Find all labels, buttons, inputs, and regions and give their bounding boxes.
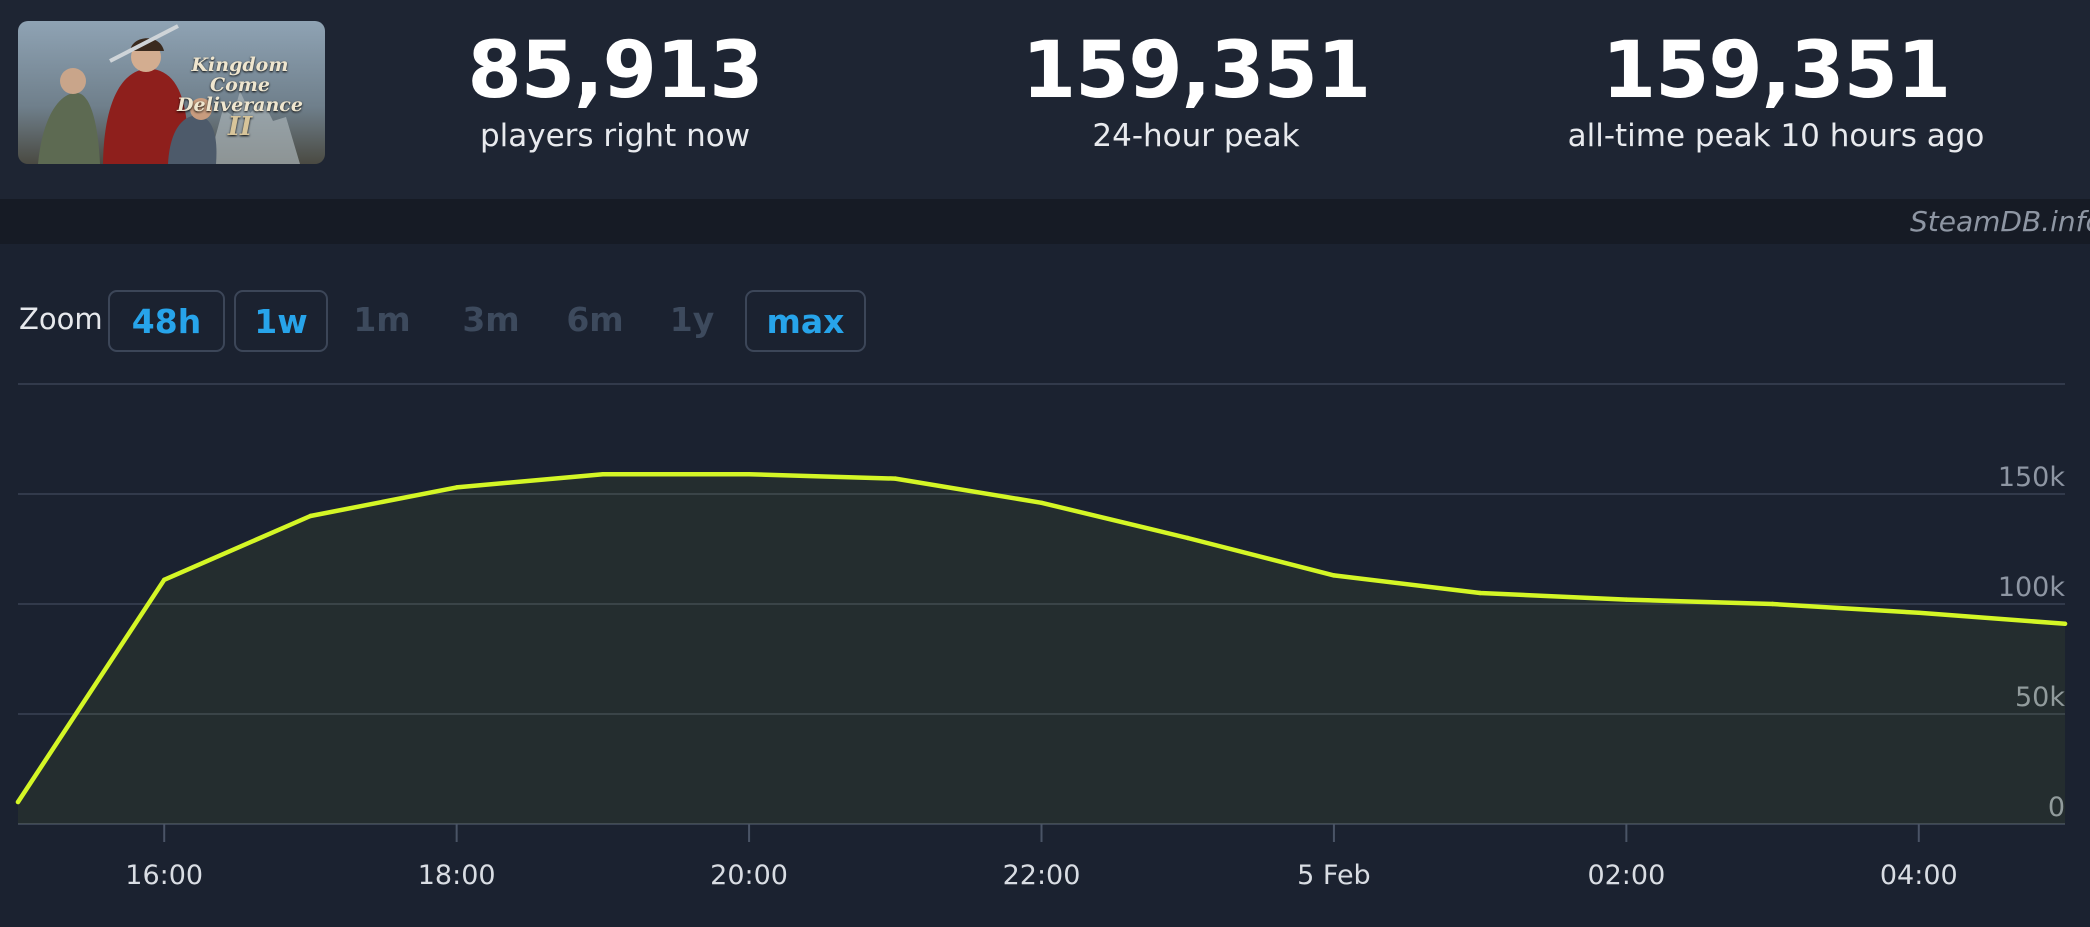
y-tick-label: 50k bbox=[2015, 682, 2065, 713]
data-point bbox=[2062, 621, 2068, 626]
x-tick-label: 18:00 bbox=[418, 860, 496, 891]
stats-header: Kingdom Come Deliverance II 85,913 playe… bbox=[0, 0, 2090, 199]
player-count-chart: 0 50k 100k 150k 16:00 18:00 20:00 22:00 5 Feb 02:… bbox=[15, 383, 2068, 891]
y-tick-label: 100k bbox=[1998, 572, 2066, 603]
stat-value: 159,351 bbox=[1021, 26, 1371, 116]
data-point bbox=[893, 476, 898, 481]
series-area bbox=[18, 474, 2065, 824]
x-tick-label: 16:00 bbox=[125, 860, 203, 891]
data-point bbox=[1916, 610, 1921, 615]
data-point bbox=[1624, 597, 1629, 602]
steamdb-credit[interactable]: SteamDB.info bbox=[1910, 205, 2090, 238]
y-tick-label: 0 bbox=[2048, 792, 2065, 823]
data-point bbox=[1770, 601, 1775, 607]
data-point bbox=[746, 472, 752, 477]
stat-label: players right now bbox=[479, 118, 751, 154]
data-point bbox=[1477, 590, 1483, 596]
game-artwork bbox=[18, 21, 325, 164]
x-tick-label: 20:00 bbox=[710, 860, 788, 891]
x-tick-label: 5 Feb bbox=[1297, 860, 1371, 891]
y-tick-label: 150k bbox=[1998, 462, 2066, 493]
game-logo[interactable]: Kingdom Come Deliverance II bbox=[18, 21, 325, 164]
data-point bbox=[308, 513, 313, 519]
data-point bbox=[454, 485, 459, 490]
credit-strip: SteamDB.info bbox=[0, 199, 2090, 244]
zoom-label: Zoom bbox=[19, 302, 103, 336]
data-point bbox=[1331, 573, 1337, 578]
stat-all-time-peak: 159,351 all-time peak 10 hours ago bbox=[1526, 26, 2026, 156]
zoom-6m-button: 6m bbox=[566, 300, 624, 339]
x-tick-label: 02:00 bbox=[1587, 860, 1665, 891]
data-point bbox=[600, 472, 606, 477]
x-tick-label: 04:00 bbox=[1880, 860, 1958, 891]
game-title-logo: Kingdom Come Deliverance II bbox=[177, 54, 303, 142]
stat-label: all-time peak 10 hours ago bbox=[1567, 118, 1985, 154]
zoom-48h-button[interactable]: 48h bbox=[108, 290, 225, 352]
zoom-1m-button: 1m bbox=[353, 300, 411, 339]
zoom-3m-button: 3m bbox=[462, 300, 520, 339]
data-point bbox=[15, 799, 21, 805]
zoom-1w-button[interactable]: 1w bbox=[234, 290, 328, 352]
x-tick-label: 22:00 bbox=[1003, 860, 1081, 891]
stat-label: 24-hour peak bbox=[1092, 118, 1300, 154]
stat-value: 159,351 bbox=[1601, 26, 1951, 116]
stat-players-now: 85,913 players right now bbox=[415, 26, 815, 156]
zoom-1y-button: 1y bbox=[669, 300, 715, 339]
stat-value: 85,913 bbox=[467, 26, 764, 116]
data-point bbox=[162, 577, 167, 582]
stat-24h-peak: 159,351 24-hour peak bbox=[996, 26, 1396, 156]
data-point bbox=[1185, 535, 1190, 541]
data-point bbox=[1039, 500, 1044, 505]
zoom-max-button[interactable]: max bbox=[745, 290, 866, 352]
